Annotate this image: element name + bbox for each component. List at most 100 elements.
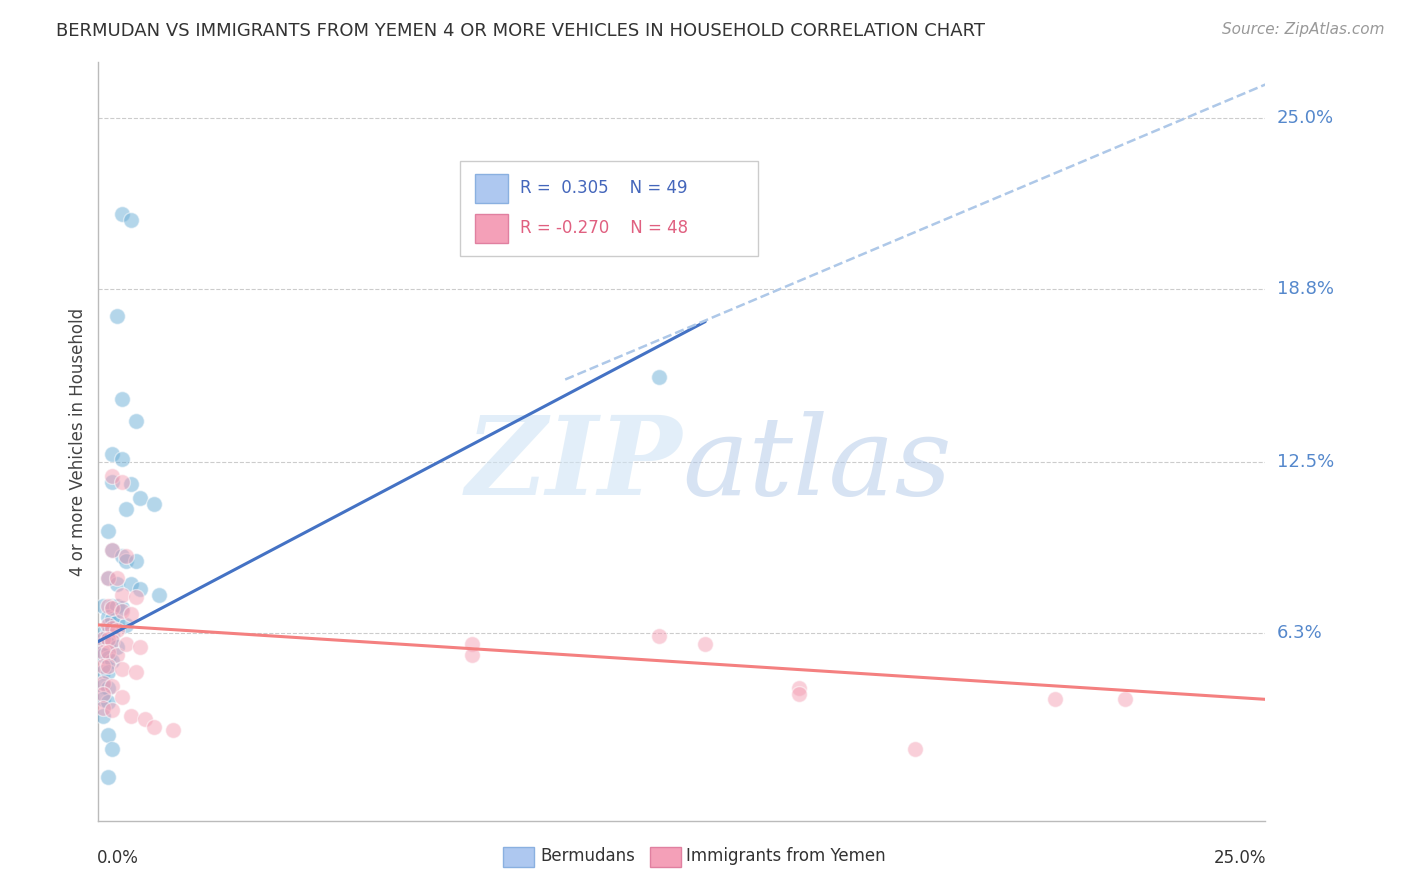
Point (143, 497, 166, 511)
Point (97, 571, 120, 585)
Point (97, 651, 120, 665)
Point (129, 640, 152, 654)
Point (695, 637, 717, 651)
Point (91, 637, 114, 651)
Text: 0.0%: 0.0% (97, 849, 139, 867)
Point (647, 369, 669, 384)
Point (91, 599, 114, 613)
Point (97, 695, 120, 709)
Point (91, 700, 114, 714)
Point (134, 712, 156, 726)
Point (101, 703, 124, 717)
Point (129, 582, 152, 596)
Point (105, 648, 128, 663)
Point (105, 624, 128, 638)
Point (97, 645, 120, 659)
Point (125, 554, 148, 568)
Text: Bermudans: Bermudans (540, 847, 634, 865)
FancyBboxPatch shape (475, 174, 508, 202)
Point (101, 469, 124, 483)
Point (120, 709, 142, 723)
Text: R =  0.305    N = 49: R = 0.305 N = 49 (520, 179, 688, 197)
Point (120, 607, 142, 621)
Text: 6.3%: 6.3% (1277, 624, 1322, 642)
Point (1045, 692, 1067, 706)
Point (120, 576, 142, 591)
Point (101, 447, 124, 461)
Point (91, 665, 114, 679)
Point (97, 681, 120, 696)
Point (101, 621, 124, 635)
Point (105, 571, 128, 585)
Point (101, 599, 124, 613)
Point (647, 629, 669, 643)
Point (111, 690, 134, 704)
Point (111, 452, 134, 467)
Point (101, 679, 124, 693)
Point (101, 612, 124, 626)
Text: 18.8%: 18.8% (1277, 279, 1333, 298)
Point (97, 637, 120, 651)
Point (904, 742, 927, 756)
Point (91, 709, 114, 723)
Point (105, 599, 128, 613)
Point (787, 681, 810, 696)
Point (148, 588, 170, 602)
Text: 25.0%: 25.0% (1213, 849, 1267, 867)
Point (97, 599, 120, 613)
Point (101, 634, 124, 648)
Point (115, 637, 138, 651)
Point (97, 571, 120, 585)
Point (120, 212, 142, 227)
Point (101, 543, 124, 558)
Text: R = -0.270    N = 48: R = -0.270 N = 48 (520, 219, 688, 237)
Point (105, 615, 128, 629)
Point (91, 687, 114, 701)
Text: 25.0%: 25.0% (1277, 109, 1334, 127)
Point (91, 632, 114, 646)
Text: 12.5%: 12.5% (1277, 453, 1334, 471)
Point (97, 524, 120, 538)
Point (111, 588, 134, 602)
Point (125, 591, 148, 605)
Text: Source: ZipAtlas.com: Source: ZipAtlas.com (1222, 22, 1385, 37)
Point (461, 637, 484, 651)
Point (91, 675, 114, 690)
Point (97, 618, 120, 632)
Point (97, 659, 120, 673)
Point (97, 728, 120, 742)
Point (101, 742, 124, 756)
Point (162, 723, 184, 737)
Point (125, 414, 148, 428)
Point (115, 554, 138, 568)
Point (105, 309, 128, 323)
Point (143, 720, 166, 734)
Point (105, 576, 128, 591)
Point (111, 662, 134, 676)
Point (461, 648, 484, 663)
Point (91, 659, 114, 673)
Point (91, 692, 114, 706)
Point (125, 665, 148, 679)
Y-axis label: 4 or more Vehicles in Household: 4 or more Vehicles in Household (69, 308, 87, 575)
Point (97, 626, 120, 640)
Text: ZIP: ZIP (465, 410, 682, 518)
FancyBboxPatch shape (475, 214, 508, 243)
Point (787, 687, 810, 701)
Point (91, 645, 114, 659)
Point (91, 679, 114, 693)
Text: Immigrants from Yemen: Immigrants from Yemen (686, 847, 886, 865)
Point (120, 477, 142, 491)
Point (97, 665, 120, 679)
Point (111, 604, 134, 618)
Point (97, 609, 120, 624)
Point (115, 618, 138, 632)
Point (101, 601, 124, 615)
Point (101, 475, 124, 489)
Point (91, 648, 114, 663)
Point (101, 629, 124, 643)
Point (111, 475, 134, 489)
Point (91, 626, 114, 640)
Point (97, 632, 120, 646)
Point (105, 640, 128, 654)
